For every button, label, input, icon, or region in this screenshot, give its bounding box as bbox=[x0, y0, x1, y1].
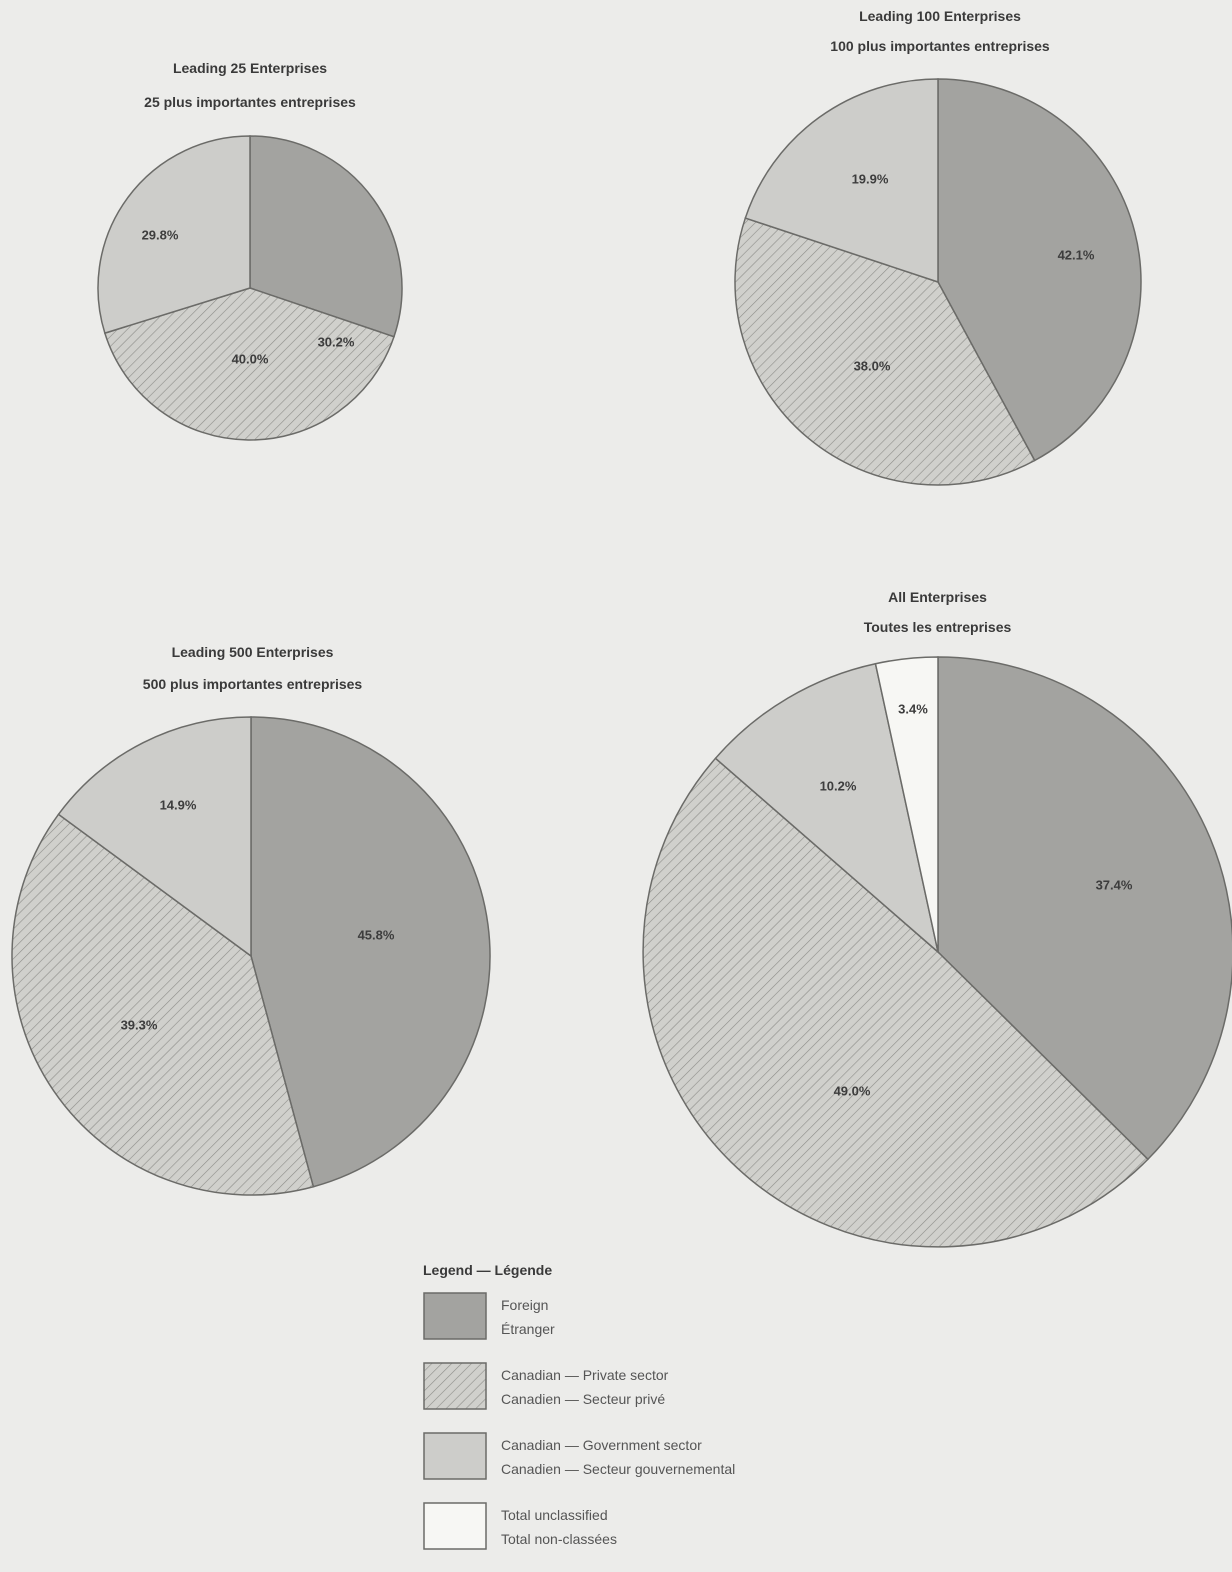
slice-label-private: 38.0% bbox=[854, 358, 891, 373]
pie-slice-government bbox=[57, 716, 252, 958]
slice-label-foreign: 42.1% bbox=[1058, 247, 1095, 262]
chart-title: Leading 25 Enterprises bbox=[172, 60, 328, 76]
pie-slice-private bbox=[642, 757, 1149, 1248]
pie-slice-foreign bbox=[249, 135, 403, 338]
slice-label-unclassified: 3.4% bbox=[898, 701, 928, 716]
pie-slice-unclassified bbox=[874, 656, 939, 953]
legend-swatch-rect bbox=[423, 1502, 487, 1550]
slice-label-private: 40.0% bbox=[232, 351, 269, 366]
legend-swatch-unclassified bbox=[423, 1502, 487, 1550]
slice-label-private: 49.0% bbox=[834, 1083, 871, 1098]
slice-label-government: 10.2% bbox=[820, 778, 857, 793]
legend-label-en: Foreign bbox=[501, 1297, 549, 1313]
legend-title: Legend — Légende bbox=[423, 1262, 553, 1278]
legend-text: Canadian — Private sector Canadien — Sec… bbox=[501, 1363, 668, 1411]
legend-swatch-private bbox=[423, 1362, 487, 1410]
chart-title: Leading 500 Enterprises bbox=[171, 644, 334, 660]
chart-subtitle: Toutes les entreprises bbox=[863, 619, 1012, 635]
slice-label-foreign: 30.2% bbox=[318, 334, 355, 349]
slice-label-private: 39.3% bbox=[121, 1017, 158, 1032]
legend-item-private: Canadian — Private sector Canadien — Sec… bbox=[423, 1362, 863, 1412]
slice-label-government: 29.8% bbox=[142, 227, 179, 242]
slice-label-foreign: 45.8% bbox=[358, 927, 395, 942]
pie-slice-foreign bbox=[937, 78, 1142, 462]
chart-subtitle: 500 plus importantes entreprises bbox=[142, 676, 363, 692]
legend-label-en: Canadian — Private sector bbox=[501, 1367, 669, 1383]
slice-label-government: 14.9% bbox=[160, 797, 197, 812]
pie-slice-government bbox=[744, 78, 939, 284]
legend-item-foreign: Foreign Étranger bbox=[423, 1292, 863, 1342]
chart-title: All Enterprises bbox=[888, 589, 987, 605]
legend-text: Canadian — Government sector Canadien — … bbox=[501, 1433, 735, 1481]
pie-slice-private bbox=[103, 287, 395, 441]
legend-swatch-government bbox=[423, 1432, 487, 1480]
pie-slice-foreign bbox=[250, 716, 491, 1188]
pie-slice-foreign bbox=[937, 656, 1232, 1161]
legend-item-unclassified: Total unclassified Total non-classées bbox=[423, 1502, 863, 1552]
legend-label-fr: Canadien — Secteur privé bbox=[501, 1391, 666, 1407]
pie-slice-private bbox=[734, 217, 1036, 486]
pie-chart-all-enterprises: All Enterprises Toutes les entreprises 3… bbox=[640, 585, 1232, 1255]
legend-swatch-rect bbox=[423, 1292, 487, 1340]
pie-chart-leading-100: Leading 100 Enterprises 100 plus importa… bbox=[730, 0, 1150, 495]
pie-svg: 37.4% 49.0% 10.2% 3.4% bbox=[642, 656, 1232, 1248]
slice-label-government: 19.9% bbox=[852, 171, 889, 186]
legend-item-government: Canadian — Government sector Canadien — … bbox=[423, 1432, 863, 1482]
legend: Legend — Légende Foreign Étranger Canadi… bbox=[423, 1262, 863, 1572]
legend-label-fr: Étranger bbox=[501, 1321, 555, 1337]
pie-svg: 45.8% 39.3% 14.9% bbox=[11, 716, 491, 1196]
pie-slice-private bbox=[11, 813, 315, 1196]
legend-swatch-foreign bbox=[423, 1292, 487, 1340]
pie-slice-government bbox=[97, 135, 251, 335]
pie-chart-leading-500: Leading 500 Enterprises 500 plus importa… bbox=[5, 640, 500, 1200]
slice-label-foreign: 37.4% bbox=[1096, 877, 1133, 892]
pie-chart-leading-25: Leading 25 Enterprises 25 plus important… bbox=[90, 55, 410, 445]
legend-label-en: Total unclassified bbox=[501, 1507, 608, 1523]
legend-swatch-rect bbox=[423, 1432, 487, 1480]
legend-text: Total unclassified Total non-classées bbox=[501, 1503, 617, 1551]
legend-label-en: Canadian — Government sector bbox=[501, 1437, 702, 1453]
pie-svg: 42.1% 38.0% 19.9% bbox=[734, 78, 1142, 486]
legend-label-fr: Total non-classées bbox=[501, 1531, 617, 1547]
chart-subtitle: 100 plus importantes entreprises bbox=[830, 38, 1050, 54]
legend-swatch-rect bbox=[423, 1362, 487, 1410]
chart-subtitle: 25 plus importantes entreprises bbox=[144, 94, 356, 110]
pie-svg: 30.2% 40.0% 29.8% bbox=[97, 135, 403, 441]
legend-text: Foreign Étranger bbox=[501, 1293, 555, 1341]
pie-slice-government bbox=[714, 662, 940, 955]
chart-title: Leading 100 Enterprises bbox=[859, 8, 1021, 24]
legend-label-fr: Canadien — Secteur gouvernemental bbox=[501, 1461, 736, 1477]
